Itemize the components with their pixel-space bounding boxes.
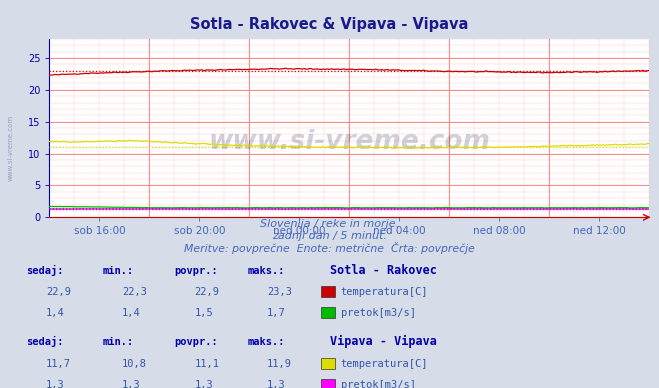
Text: min.:: min.:	[102, 265, 133, 275]
Text: zadnji dan / 5 minut.: zadnji dan / 5 minut.	[272, 231, 387, 241]
Text: 1,3: 1,3	[46, 380, 65, 388]
Text: www.si-vreme.com: www.si-vreme.com	[8, 114, 14, 180]
Text: Meritve: povprečne  Enote: metrične  Črta: povprečje: Meritve: povprečne Enote: metrične Črta:…	[184, 242, 475, 254]
Text: temperatura[C]: temperatura[C]	[341, 359, 428, 369]
Text: 11,9: 11,9	[267, 359, 292, 369]
Text: pretok[m3/s]: pretok[m3/s]	[341, 380, 416, 388]
Text: maks.:: maks.:	[247, 337, 285, 347]
Text: sedaj:: sedaj:	[26, 265, 64, 275]
Text: povpr.:: povpr.:	[175, 265, 218, 275]
Text: 23,3: 23,3	[267, 287, 292, 297]
Text: 1,4: 1,4	[46, 308, 65, 318]
Text: 1,3: 1,3	[122, 380, 140, 388]
Text: maks.:: maks.:	[247, 265, 285, 275]
Text: 11,1: 11,1	[194, 359, 219, 369]
Text: temperatura[C]: temperatura[C]	[341, 287, 428, 297]
Text: 1,3: 1,3	[267, 380, 285, 388]
Text: 22,9: 22,9	[194, 287, 219, 297]
Text: sedaj:: sedaj:	[26, 336, 64, 347]
Text: povpr.:: povpr.:	[175, 337, 218, 347]
Text: pretok[m3/s]: pretok[m3/s]	[341, 308, 416, 318]
Text: Sotla - Rakovec: Sotla - Rakovec	[330, 263, 436, 277]
Text: 1,3: 1,3	[194, 380, 213, 388]
Text: 1,5: 1,5	[194, 308, 213, 318]
Text: 1,7: 1,7	[267, 308, 285, 318]
Text: www.si-vreme.com: www.si-vreme.com	[208, 129, 490, 155]
Text: Sotla - Rakovec & Vipava - Vipava: Sotla - Rakovec & Vipava - Vipava	[190, 17, 469, 33]
Text: min.:: min.:	[102, 337, 133, 347]
Text: 22,9: 22,9	[46, 287, 71, 297]
Text: 10,8: 10,8	[122, 359, 147, 369]
Text: Slovenija / reke in morje.: Slovenija / reke in morje.	[260, 219, 399, 229]
Text: 22,3: 22,3	[122, 287, 147, 297]
Text: Vipava - Vipava: Vipava - Vipava	[330, 335, 436, 348]
Text: 11,7: 11,7	[46, 359, 71, 369]
Text: 1,4: 1,4	[122, 308, 140, 318]
